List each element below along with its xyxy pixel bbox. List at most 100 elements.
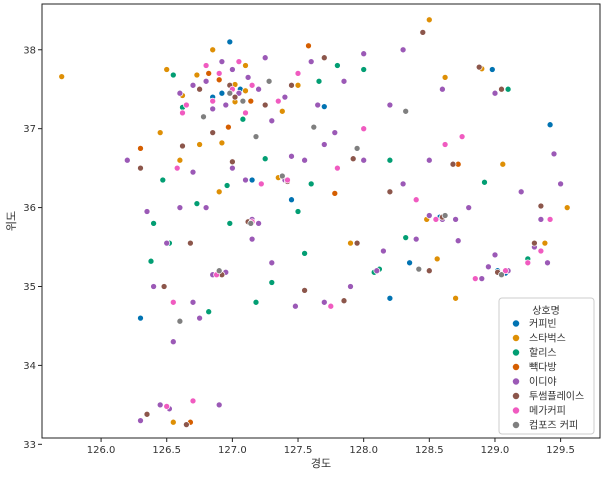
scatter-point	[288, 196, 295, 204]
scatter-point	[176, 156, 184, 164]
scatter-point	[225, 123, 232, 131]
scatter-point	[439, 85, 446, 93]
legend-entry-label: 투썸플레이스	[529, 391, 584, 403]
scatter-point	[226, 38, 234, 46]
scatter-point	[205, 308, 213, 316]
scatter-point	[143, 410, 151, 418]
scatter-point	[137, 417, 144, 424]
legend-marker	[512, 334, 520, 342]
scatter-point	[223, 182, 231, 189]
scatter-point	[360, 50, 368, 58]
legend-marker	[512, 406, 520, 415]
scatter-point	[402, 234, 410, 241]
scatter-point	[159, 176, 167, 184]
scatter-point	[386, 188, 394, 196]
scatter-point	[307, 180, 315, 188]
legend-marker	[512, 392, 520, 400]
scatter-point	[294, 208, 302, 215]
scatter-point	[58, 73, 66, 80]
scatter-point	[546, 216, 554, 223]
scatter-point	[176, 317, 184, 325]
scatter-point	[235, 58, 243, 65]
scatter-point	[373, 267, 381, 275]
scatter-point	[215, 76, 223, 84]
scatter-point	[441, 141, 449, 148]
scatter-point	[557, 180, 564, 188]
scatter-point	[491, 251, 499, 259]
legend-marker	[512, 363, 520, 371]
scatter-point	[301, 250, 308, 257]
scatter-point	[239, 115, 247, 123]
scatter-point	[137, 164, 144, 172]
scatter-point	[235, 89, 243, 97]
scatter-point	[334, 164, 341, 172]
scatter-point	[183, 421, 190, 428]
points-layer	[58, 16, 571, 428]
scatter-point	[226, 89, 234, 97]
scatter-point	[169, 338, 177, 346]
scatter-point	[425, 156, 433, 164]
scatter-point	[454, 237, 462, 245]
scatter-point	[305, 42, 312, 50]
y-axis-label: 위도	[5, 211, 18, 231]
scatter-point	[193, 71, 201, 79]
scatter-point	[248, 81, 256, 89]
scatter-point	[425, 267, 433, 275]
scatter-point	[406, 259, 413, 267]
scatter-point	[294, 70, 302, 77]
y-tick-label: 36	[23, 203, 36, 214]
scatter-point	[425, 212, 433, 219]
scatter-point	[380, 247, 387, 255]
scatter-point	[307, 58, 315, 65]
scatter-point	[193, 200, 201, 207]
x-tick-label: 129.0	[481, 445, 510, 456]
scatter-point	[481, 178, 488, 186]
y-tick-label: 34	[23, 361, 36, 372]
scatter-point	[215, 70, 223, 77]
scatter-point	[169, 418, 177, 426]
scatter-point	[425, 16, 433, 24]
scatter-point	[231, 93, 239, 101]
scatter-point	[163, 239, 171, 247]
scatter-point	[189, 81, 197, 89]
legend-marker	[512, 377, 520, 386]
scatter-point	[196, 314, 203, 322]
scatter-point	[281, 93, 289, 101]
legend-entry-label: 컴포즈 커피	[529, 420, 578, 432]
scatter-point	[301, 287, 308, 294]
scatter-point	[209, 105, 217, 113]
y-tick-label: 33	[23, 440, 36, 451]
scatter-point	[537, 202, 545, 210]
scatter-point	[215, 267, 223, 275]
scatter-point	[347, 283, 354, 290]
scatter-point	[334, 62, 341, 69]
scatter-point	[550, 150, 558, 158]
scatter-point	[143, 208, 151, 215]
scatter-point	[189, 397, 197, 405]
scatter-point	[432, 216, 440, 223]
scatter-point	[498, 271, 505, 279]
scatter-point	[320, 103, 328, 110]
scatter-point	[242, 87, 249, 95]
scatter-point	[242, 62, 249, 69]
scatter-point	[360, 125, 368, 133]
scatter-point	[284, 176, 291, 184]
scatter-point	[147, 257, 155, 265]
scatter-point	[294, 81, 302, 89]
scatter-point	[288, 152, 295, 160]
scatter-point	[504, 85, 512, 93]
scatter-point	[205, 70, 213, 77]
scatter-point	[327, 302, 335, 310]
legend-entry-label: 빽다방	[529, 362, 557, 374]
scatter-point	[123, 156, 131, 164]
scatter-point	[458, 133, 466, 140]
scatter-point	[169, 71, 177, 79]
scatter-point	[252, 298, 260, 306]
x-tick-label: 128.0	[349, 445, 378, 456]
scatter-point	[563, 204, 571, 211]
x-tick-label: 126.5	[152, 445, 181, 456]
scatter-point	[386, 294, 394, 302]
